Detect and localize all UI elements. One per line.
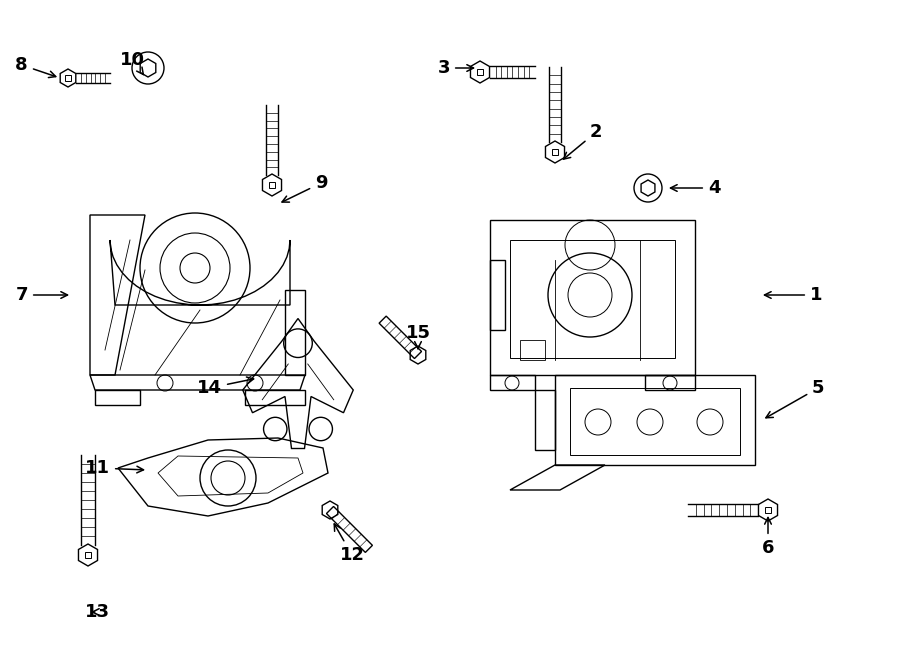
Text: 1: 1	[764, 286, 823, 304]
Text: 3: 3	[437, 59, 473, 77]
Text: 15: 15	[406, 324, 430, 348]
Text: 7: 7	[15, 286, 68, 304]
Text: 9: 9	[282, 174, 328, 202]
Text: 6: 6	[761, 518, 774, 557]
Text: 4: 4	[670, 179, 721, 197]
Text: 8: 8	[15, 56, 56, 77]
Text: 12: 12	[334, 524, 364, 564]
Text: 10: 10	[120, 51, 145, 75]
Text: 11: 11	[85, 459, 143, 477]
Text: 2: 2	[563, 123, 602, 159]
Text: 14: 14	[197, 377, 254, 397]
Text: 13: 13	[85, 603, 110, 621]
Text: 5: 5	[766, 379, 824, 418]
